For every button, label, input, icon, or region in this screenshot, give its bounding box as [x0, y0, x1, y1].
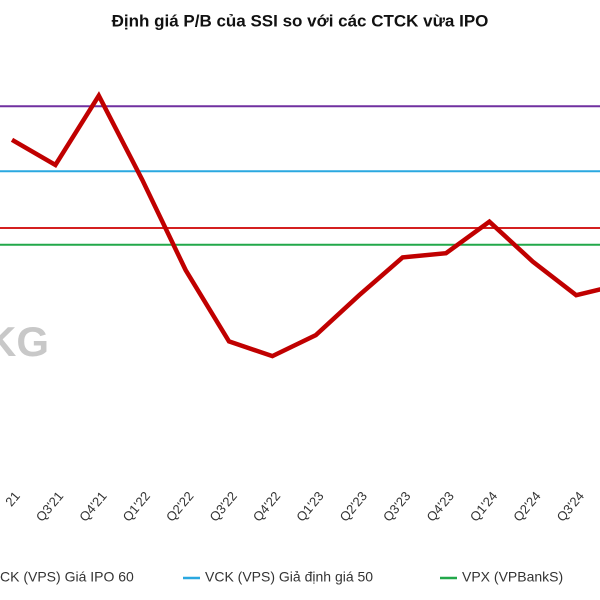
x-tick-label: Q2'22 — [163, 488, 197, 524]
legend-label: VCK (VPS) Giả định giá 50 — [205, 569, 373, 585]
x-tick-label: Q1'23 — [293, 488, 327, 524]
x-tick-label: Q4'23 — [423, 488, 457, 524]
x-tick-label: Q3'24 — [554, 488, 588, 524]
x-tick-label: Q3'21 — [33, 488, 67, 524]
x-tick-label: Q2'23 — [337, 488, 371, 524]
x-tick-label: Q1'22 — [120, 488, 154, 524]
x-tick-label: Q3'22 — [206, 488, 240, 524]
x-tick-label: 21 — [2, 488, 23, 509]
legend-label: CK (VPS) Giá IPO 60 — [0, 569, 134, 585]
watermark: KG — [0, 318, 49, 365]
legend-label: VPX (VPBankS) — [462, 569, 563, 585]
x-tick-label: Q4'22 — [250, 488, 284, 524]
x-tick-label: Q2'24 — [510, 488, 544, 524]
x-tick-label: Q3'23 — [380, 488, 414, 524]
x-tick-label: Q4'21 — [76, 488, 110, 524]
chart-title: Định giá P/B của SSI so với các CTCK vừa… — [112, 11, 489, 30]
line-series — [10, 91, 600, 359]
x-tick-label: Q1'24 — [467, 488, 501, 524]
